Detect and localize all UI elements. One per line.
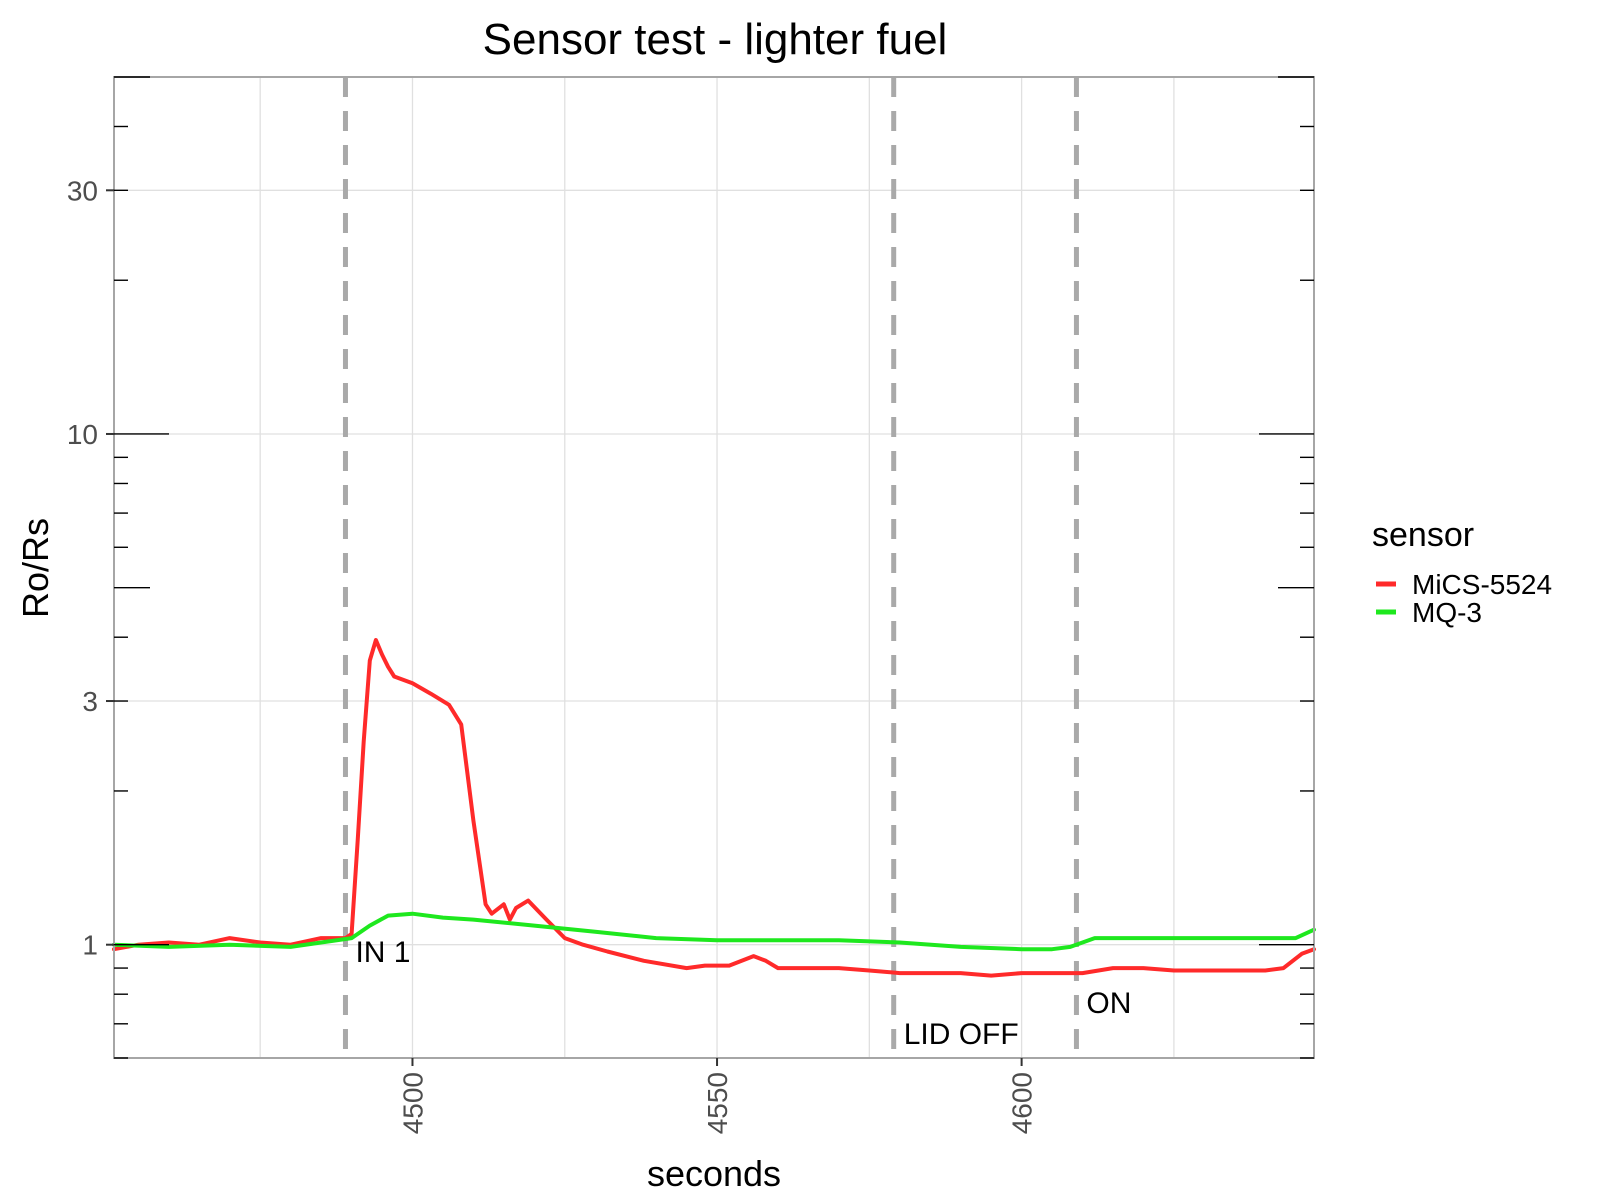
- legend-title: sensor: [1372, 516, 1474, 554]
- event-label: IN 1: [355, 936, 410, 969]
- y-tick-label: 30: [67, 175, 98, 206]
- legend-label: MQ-3: [1412, 597, 1482, 628]
- event-labels: IN 1 LID OFF ON: [355, 936, 1131, 1051]
- chart-title: Sensor test - lighter fuel: [483, 15, 948, 64]
- event-lines: [342, 77, 1079, 1058]
- x-tick-label: 4550: [702, 1072, 733, 1134]
- y-tick-label: 10: [67, 419, 98, 450]
- x-tick-label: 4600: [1007, 1072, 1038, 1134]
- series-lines: [112, 638, 1316, 978]
- event-label: ON: [1086, 987, 1131, 1020]
- y-tick-label: 3: [82, 686, 98, 717]
- x-tick-label: 4500: [397, 1072, 428, 1134]
- y-axis-title: Ro/Rs: [15, 518, 56, 618]
- legend-label: MiCS-5524: [1412, 569, 1552, 600]
- x-axis-title: seconds: [647, 1153, 781, 1194]
- grid: [114, 77, 1314, 1058]
- series-line: [112, 638, 1316, 978]
- axis-ticks: 1 3 10 30 4500 4550 4600: [67, 76, 1314, 1134]
- plot-panel-border: [113, 76, 1315, 1059]
- series-line: [112, 911, 1316, 952]
- y-tick-label: 1: [82, 930, 98, 961]
- event-label: LID OFF: [904, 1018, 1019, 1051]
